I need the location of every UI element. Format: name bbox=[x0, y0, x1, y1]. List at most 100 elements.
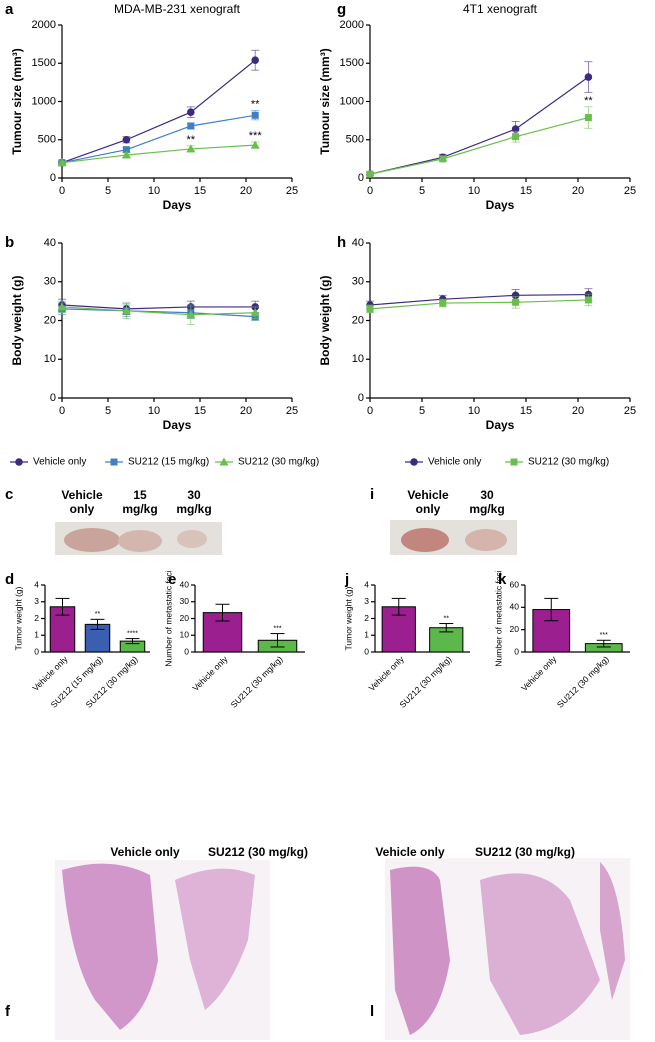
x-tick-label: 10 bbox=[148, 405, 160, 417]
x-tick-label: 10 bbox=[468, 405, 480, 417]
panel-letter: b bbox=[5, 234, 14, 251]
y-tick-label: 60 bbox=[510, 579, 520, 589]
y-axis-label: Body weight (g) bbox=[318, 276, 332, 366]
x-tick-label: 25 bbox=[624, 185, 636, 197]
point bbox=[439, 155, 447, 163]
series-line bbox=[369, 299, 589, 310]
x-tick-label: Vehicle only bbox=[190, 653, 230, 693]
y-tick-label: 0 bbox=[184, 646, 189, 656]
y-axis-label: Tumour size (mm³) bbox=[318, 48, 332, 154]
point bbox=[366, 305, 374, 313]
y-axis-label: Number of metastatic foci bbox=[163, 570, 173, 666]
photo-label: 30 bbox=[187, 488, 201, 502]
y-tick-label: 1000 bbox=[32, 95, 56, 107]
x-tick-label: 15 bbox=[194, 405, 206, 417]
point bbox=[57, 158, 67, 167]
legend-label: SU212 (30 mg/kg) bbox=[528, 457, 609, 468]
y-tick-label: 1 bbox=[34, 630, 39, 640]
panel-letter: i bbox=[370, 486, 374, 503]
significance: ** bbox=[187, 134, 196, 146]
y-tick-label: 30 bbox=[352, 276, 364, 288]
y-tick-label: 1500 bbox=[340, 57, 364, 69]
y-tick-label: 2 bbox=[34, 613, 39, 623]
panel-letter: e bbox=[168, 571, 176, 588]
significance: ** bbox=[584, 95, 593, 107]
legend-label: SU212 (15 mg/kg) bbox=[128, 457, 209, 468]
x-tick-label: SU212 (30 mg/kg) bbox=[229, 654, 285, 710]
x-tick-label: 20 bbox=[240, 405, 252, 417]
y-tick-label: 20 bbox=[44, 314, 56, 326]
histology-label: SU212 (30 mg/kg) bbox=[208, 845, 308, 859]
photo-label: only bbox=[416, 502, 441, 516]
y-tick-label: 20 bbox=[180, 613, 190, 623]
point bbox=[121, 150, 131, 159]
x-axis-label: Days bbox=[486, 418, 515, 432]
series-line bbox=[61, 59, 256, 164]
point bbox=[584, 73, 593, 81]
point bbox=[512, 133, 520, 141]
x-axis-label: Days bbox=[163, 198, 192, 212]
photo-label: Vehicle bbox=[61, 488, 103, 502]
x-tick-label: 20 bbox=[572, 405, 584, 417]
point bbox=[15, 458, 23, 466]
x-tick-label: 5 bbox=[105, 405, 111, 417]
bar bbox=[532, 609, 571, 653]
x-tick-label: SU212 (30 mg/kg) bbox=[555, 654, 611, 710]
point bbox=[121, 306, 131, 315]
tumour bbox=[401, 528, 449, 552]
y-tick-label: 3 bbox=[364, 596, 369, 606]
y-axis-label: Tumor weight (g) bbox=[343, 586, 353, 650]
point bbox=[251, 56, 259, 64]
photo-label: mg/kg bbox=[122, 502, 157, 516]
x-tick-label: 0 bbox=[367, 185, 373, 197]
y-tick-label: 1500 bbox=[32, 57, 56, 69]
point bbox=[366, 170, 374, 178]
point bbox=[187, 108, 195, 117]
panel-letter: j bbox=[344, 571, 349, 588]
y-tick-label: 1 bbox=[364, 630, 369, 640]
y-tick-label: 4 bbox=[34, 579, 39, 589]
tumour bbox=[64, 528, 120, 552]
y-tick-label: 20 bbox=[510, 624, 520, 634]
y-tick-label: 2000 bbox=[32, 19, 56, 31]
histology-label: SU212 (30 mg/kg) bbox=[475, 845, 575, 859]
panel-letter: c bbox=[5, 486, 13, 503]
point bbox=[57, 302, 67, 311]
x-tick-label: SU212 (30 mg/kg) bbox=[397, 654, 453, 710]
photo-label: Vehicle bbox=[407, 488, 449, 502]
series-line bbox=[61, 306, 256, 316]
y-tick-label: 2000 bbox=[340, 19, 364, 31]
panel-letter: a bbox=[5, 1, 14, 18]
y-tick-label: 0 bbox=[358, 392, 364, 404]
series-line bbox=[61, 144, 256, 164]
photo-label: 15 bbox=[133, 488, 147, 502]
x-tick-label: 15 bbox=[520, 185, 532, 197]
y-tick-label: 3 bbox=[34, 596, 39, 606]
x-tick-label: 15 bbox=[194, 185, 206, 197]
y-tick-label: 30 bbox=[44, 276, 56, 288]
y-tick-label: 0 bbox=[34, 646, 39, 656]
point bbox=[439, 299, 447, 307]
significance: *** bbox=[600, 632, 608, 639]
x-tick-label: 5 bbox=[419, 405, 425, 417]
x-tick-label: 10 bbox=[468, 185, 480, 197]
panel-letter: d bbox=[5, 571, 14, 588]
x-tick-label: 25 bbox=[624, 405, 636, 417]
y-axis-label: Tumor weight (g) bbox=[13, 586, 23, 650]
x-tick-label: 25 bbox=[286, 405, 298, 417]
y-tick-label: 0 bbox=[514, 646, 519, 656]
chart-title: MDA-MB-231 xenograft bbox=[114, 2, 241, 16]
x-axis-label: Days bbox=[486, 198, 515, 212]
series-line bbox=[369, 76, 589, 175]
series-line bbox=[369, 293, 589, 306]
lung-tissue bbox=[62, 863, 158, 1030]
y-axis-label: Number of metastatic foci bbox=[493, 570, 503, 666]
legend-label: Vehicle only bbox=[33, 457, 86, 468]
x-tick-label: 15 bbox=[520, 405, 532, 417]
point bbox=[122, 146, 130, 154]
x-tick-label: 25 bbox=[286, 185, 298, 197]
lung-tissue bbox=[175, 868, 255, 1010]
y-tick-label: 40 bbox=[352, 237, 364, 249]
